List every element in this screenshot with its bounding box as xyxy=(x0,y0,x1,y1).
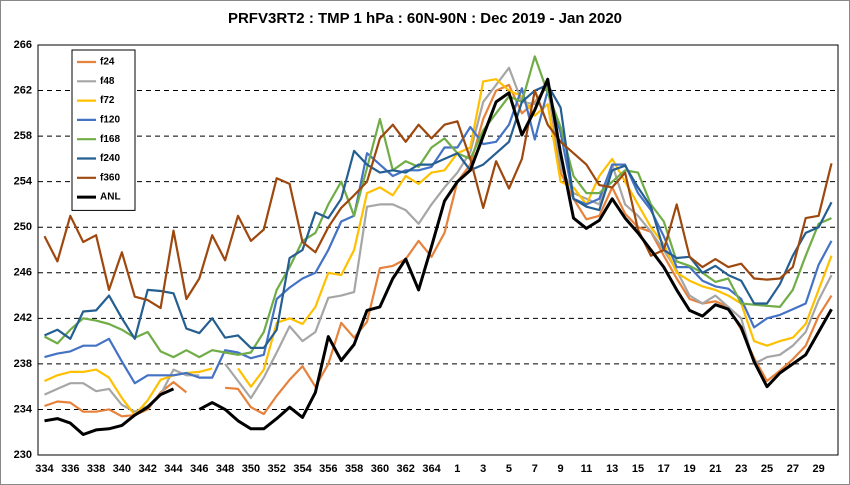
x-tick-label: 25 xyxy=(761,463,773,475)
x-tick-label: 364 xyxy=(422,463,441,475)
x-tick-label: 360 xyxy=(371,463,389,475)
series-line xyxy=(44,66,833,413)
legend-label: ANL xyxy=(100,192,121,203)
x-tick-label: 340 xyxy=(113,463,131,475)
chart-title: PRFV3RT2 : TMP 1 hPa : 60N-90N : Dec 201… xyxy=(228,10,622,27)
y-tick-label: 258 xyxy=(14,130,32,142)
y-tick-label: 230 xyxy=(14,449,32,461)
y-tick-label: 266 xyxy=(14,39,32,51)
x-tick-label: 352 xyxy=(268,463,286,475)
legend-label: f360 xyxy=(100,172,120,183)
x-tick-label: 5 xyxy=(506,463,512,475)
x-tick-label: 21 xyxy=(709,463,721,475)
y-tick-label: 242 xyxy=(14,312,32,324)
y-tick-label: 234 xyxy=(14,403,33,415)
x-tick-label: 338 xyxy=(87,463,105,475)
x-tick-label: 354 xyxy=(293,463,312,475)
legend-box xyxy=(71,49,136,211)
x-tick-label: 15 xyxy=(632,463,644,475)
x-tick-label: 9 xyxy=(558,463,564,475)
y-tick-label: 262 xyxy=(14,84,32,96)
x-tick-label: 336 xyxy=(61,463,79,475)
x-tick-label: 27 xyxy=(787,463,799,475)
x-tick-label: 19 xyxy=(683,463,695,475)
legend-label: f48 xyxy=(100,76,115,87)
legend-label: f120 xyxy=(100,115,120,126)
x-tick-label: 29 xyxy=(813,463,825,475)
y-tick-label: 246 xyxy=(14,267,32,279)
x-tick-label: 13 xyxy=(606,463,618,475)
y-tick-label: 254 xyxy=(14,176,33,188)
x-tick-label: 7 xyxy=(532,463,538,475)
legend-label: f240 xyxy=(100,153,120,164)
x-tick-label: 350 xyxy=(242,463,260,475)
x-tick-label: 344 xyxy=(164,463,183,475)
x-tick-label: 346 xyxy=(190,463,208,475)
x-tick-label: 362 xyxy=(397,463,415,475)
x-tick-label: 3 xyxy=(480,463,486,475)
x-tick-label: 342 xyxy=(138,463,156,475)
x-tick-label: 1 xyxy=(454,463,460,475)
x-tick-label: 17 xyxy=(658,463,670,475)
y-tick-label: 238 xyxy=(14,358,32,370)
x-tick-label: 23 xyxy=(735,463,747,475)
series-line xyxy=(44,83,833,349)
y-tick-label: 250 xyxy=(14,221,32,233)
legend-label: f72 xyxy=(100,95,115,106)
legend-label: f168 xyxy=(100,134,120,145)
plot-frame xyxy=(37,44,839,456)
x-tick-label: 11 xyxy=(581,463,593,475)
x-tick-label: 356 xyxy=(319,463,337,475)
series-line xyxy=(43,89,833,310)
series-line xyxy=(44,77,833,436)
x-tick-label: 358 xyxy=(345,463,363,475)
x-tick-label: 348 xyxy=(216,463,234,475)
legend-label: f24 xyxy=(100,57,115,68)
series-line xyxy=(44,87,833,385)
x-tick-label: 334 xyxy=(35,463,54,475)
